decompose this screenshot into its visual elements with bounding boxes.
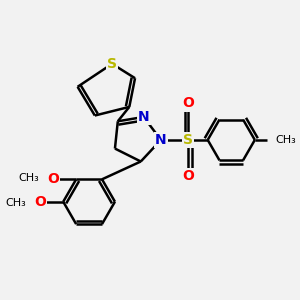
Text: CH₃: CH₃ <box>5 198 26 208</box>
Text: O: O <box>182 97 194 110</box>
Text: N: N <box>138 110 149 124</box>
Text: O: O <box>47 172 59 186</box>
Text: N: N <box>155 133 167 147</box>
Text: S: S <box>107 57 117 71</box>
Text: CH₃: CH₃ <box>276 135 296 145</box>
Text: CH₃: CH₃ <box>18 173 39 183</box>
Text: O: O <box>34 195 46 209</box>
Text: O: O <box>182 169 194 183</box>
Text: S: S <box>183 133 193 147</box>
